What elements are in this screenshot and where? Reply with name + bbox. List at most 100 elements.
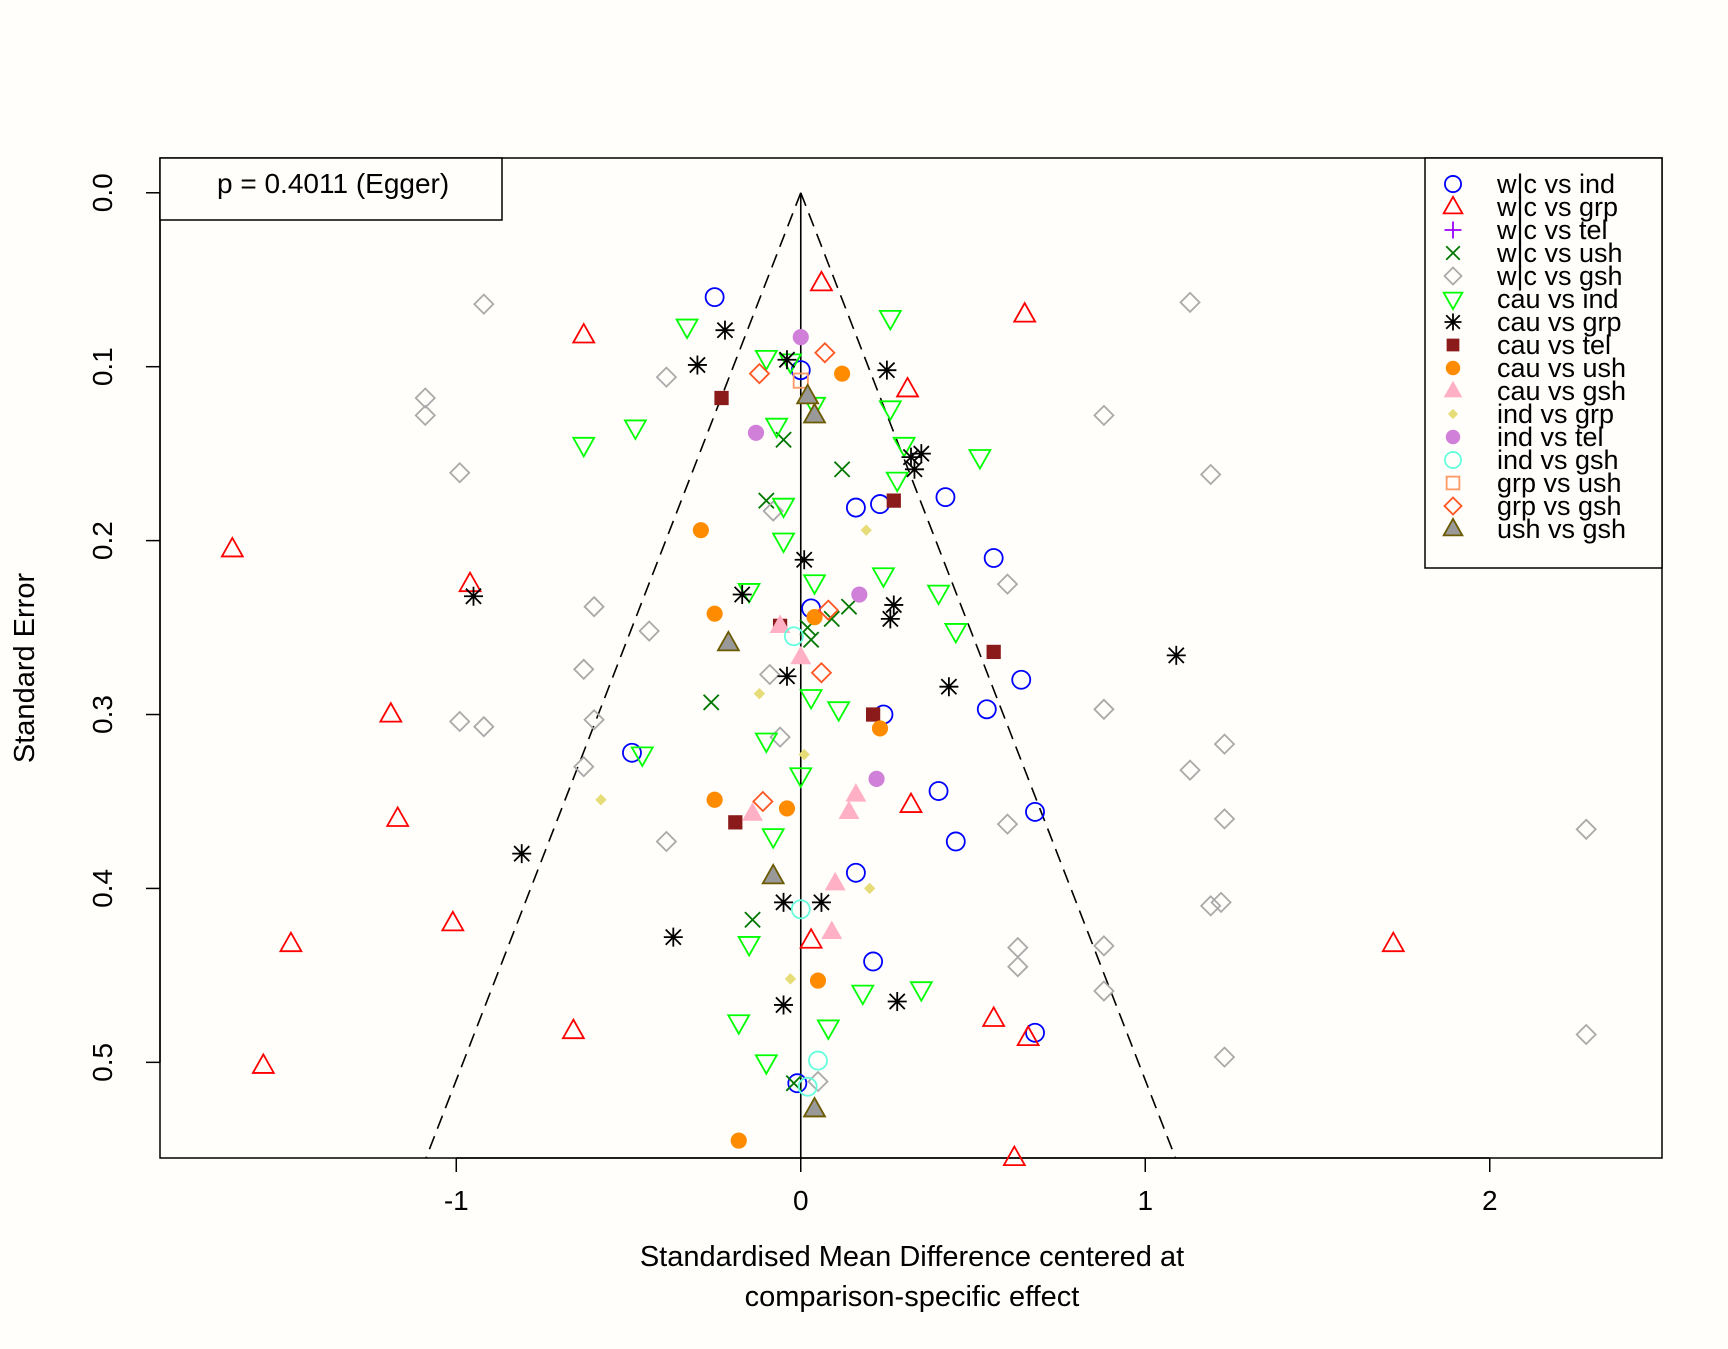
data-point: [845, 783, 867, 802]
data-point: [448, 710, 471, 733]
data-point: [792, 372, 809, 389]
data-point: [868, 770, 885, 787]
legend-label: ind vs grp: [1497, 399, 1614, 429]
data-point: [220, 536, 245, 558]
legend-box: [1424, 157, 1663, 569]
data-point: [926, 584, 951, 607]
data-point: [790, 899, 811, 920]
data-point: [414, 387, 437, 409]
data-point: [777, 666, 797, 686]
data-point: [251, 1052, 276, 1074]
data-point: [792, 329, 809, 346]
data-point: [675, 318, 700, 340]
legend-label: cau vs grp: [1497, 307, 1622, 337]
data-point: [769, 614, 791, 633]
data-point: [790, 645, 812, 665]
data-point: [983, 548, 1004, 568]
legend-entry: cau vs ush: [1445, 353, 1626, 383]
data-point: [810, 662, 833, 684]
data-point: [823, 610, 841, 628]
legend-marker: [1445, 475, 1461, 491]
legend-entry: w|c vs ind: [1444, 169, 1615, 199]
data-point: [871, 567, 896, 589]
data-point: [778, 800, 796, 817]
data-point: [871, 720, 889, 737]
data-point: [737, 936, 762, 958]
data-point: [795, 383, 820, 405]
data-point: [704, 287, 725, 308]
data-point: [811, 892, 831, 912]
data-point: [728, 815, 743, 830]
legend-marker: [1445, 245, 1461, 261]
data-point: [794, 550, 814, 570]
data-point: [458, 570, 483, 593]
data-point: [638, 620, 660, 642]
y-tick-label: 0.2: [87, 521, 118, 560]
data-point: [473, 715, 495, 738]
data-point: [778, 353, 803, 375]
data-point: [571, 436, 596, 459]
data-point: [714, 390, 729, 406]
x-tick-label: -1: [444, 1185, 469, 1216]
data-point: [865, 707, 881, 722]
data-point: [945, 831, 966, 852]
data-point: [808, 1050, 828, 1071]
legend-marker: [1444, 313, 1462, 331]
legend-marker: [1444, 221, 1462, 239]
data-point: [771, 497, 796, 520]
x-tick-label: 2: [1482, 1185, 1498, 1216]
data-point: [784, 973, 797, 985]
legend-marker: [1443, 266, 1463, 286]
legend-entry: grp vs ush: [1445, 468, 1622, 498]
series-cau-vs-grp: [463, 320, 1186, 1015]
data-point: [809, 972, 827, 989]
data-point: [788, 767, 813, 789]
data-point: [802, 1096, 827, 1118]
data-point: [838, 800, 860, 820]
data-point: [1210, 891, 1232, 914]
data-point: [1213, 1046, 1236, 1068]
legend-marker: [1443, 496, 1463, 516]
data-point: [473, 293, 495, 315]
data-point: [939, 677, 959, 697]
legend-marker: [1447, 408, 1459, 420]
data-point: [655, 830, 678, 853]
x-tick-label: 0: [793, 1185, 809, 1216]
data-point: [787, 1073, 808, 1094]
y-tick-label: 0.3: [87, 695, 118, 734]
data-point: [1025, 801, 1045, 822]
legend-entry: ind vs tel: [1445, 422, 1604, 452]
series-w-c-vs-ind: [622, 287, 1045, 1094]
legend-marker: [1442, 291, 1464, 312]
data-point: [769, 726, 791, 748]
data-point: [1093, 935, 1115, 957]
data-point: [748, 362, 771, 385]
series-grp-vs-ush: [792, 372, 809, 389]
data-point: [797, 1076, 818, 1097]
data-point: [758, 492, 775, 509]
data-point: [715, 320, 735, 340]
data-point: [572, 658, 595, 681]
data-point: [1213, 733, 1236, 755]
legend-label: grp vs ush: [1497, 468, 1622, 498]
funnel-left-line: [425, 192, 802, 1159]
data-point: [996, 813, 1019, 835]
data-point: [802, 402, 827, 424]
legend-label: w|c vs gsh: [1496, 261, 1623, 291]
legend-marker: [1442, 516, 1464, 537]
data-point: [744, 911, 761, 928]
data-point: [623, 419, 648, 441]
data-point: [783, 626, 804, 647]
data-point: [1007, 936, 1029, 959]
legend-marker: [1443, 380, 1463, 398]
series-cau-vs-gsh: [742, 614, 867, 940]
y-axis-label: Standard Error: [9, 573, 41, 764]
data-point: [440, 909, 465, 932]
data-point: [986, 644, 1001, 660]
data-point: [967, 449, 992, 471]
data-point: [899, 791, 923, 813]
y-tick-label: 0.0: [87, 173, 118, 212]
x-tick-label: 1: [1137, 1185, 1153, 1216]
data-point: [860, 524, 872, 536]
data-point: [448, 462, 471, 484]
